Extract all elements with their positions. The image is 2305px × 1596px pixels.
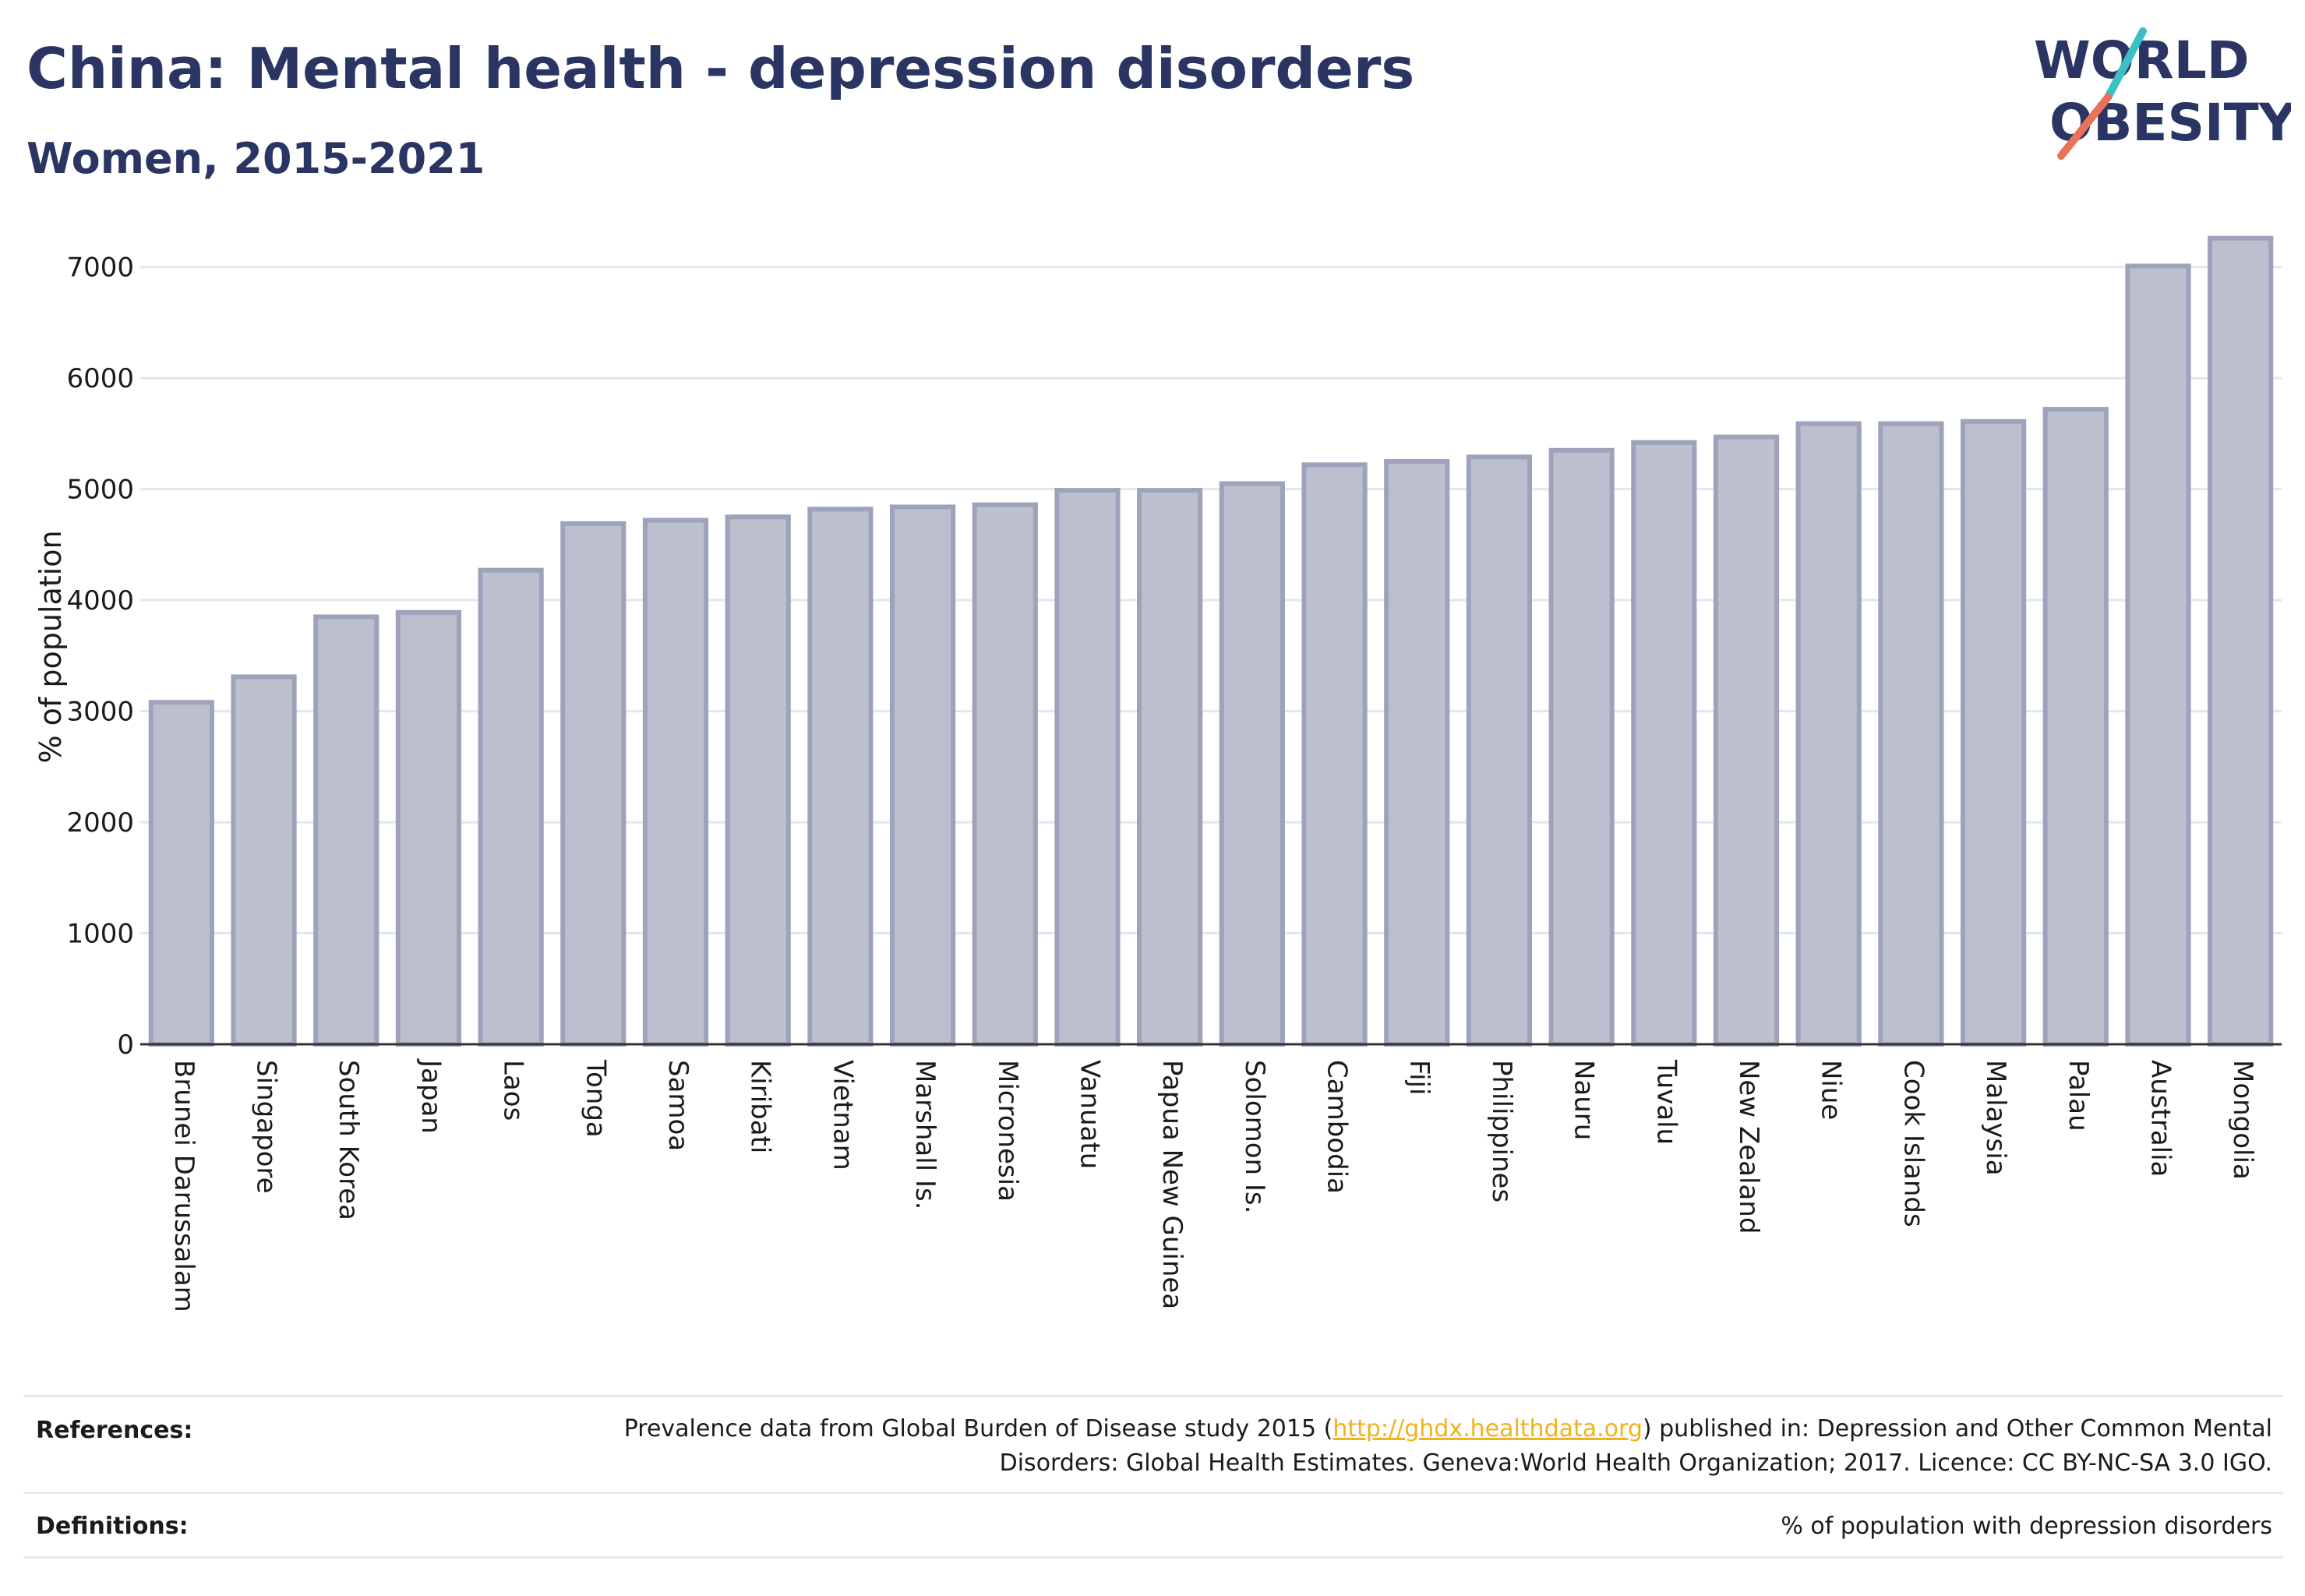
x-tick-label: Brunei Darussalam xyxy=(168,1060,199,1312)
bar[interactable] xyxy=(1960,418,2027,1047)
x-tick-label: New Zealand xyxy=(1733,1060,1764,1234)
bar[interactable] xyxy=(2125,263,2191,1047)
y-tick-label: 6000 xyxy=(66,363,134,394)
x-tick-label: Cambodia xyxy=(1322,1060,1353,1194)
x-tick-label: Niue xyxy=(1816,1060,1847,1120)
references-label: References: xyxy=(36,1417,193,1444)
bar[interactable] xyxy=(1054,488,1121,1047)
y-tick-label: 7000 xyxy=(66,252,134,284)
x-tick-label: Vanuatu xyxy=(1074,1060,1105,1169)
bar[interactable] xyxy=(1878,421,1944,1047)
y-tick-label: 0 xyxy=(117,1029,134,1061)
bar[interactable] xyxy=(1795,421,1862,1047)
grid-lines xyxy=(140,266,2282,935)
bar[interactable] xyxy=(1631,440,1697,1047)
bar[interactable] xyxy=(313,614,379,1047)
x-tick-label: Tuvalu xyxy=(1650,1059,1682,1145)
references-link[interactable]: http://ghdx.healthdata.org xyxy=(1333,1415,1643,1442)
x-tick-label: Singapore xyxy=(251,1060,282,1194)
x-tick-label: Fiji xyxy=(1403,1060,1435,1095)
bar[interactable] xyxy=(889,504,956,1047)
references-text-after: ) published in: Depression and Other Com… xyxy=(999,1415,2272,1477)
x-tick-label: Vietnam xyxy=(827,1060,858,1171)
bar[interactable] xyxy=(1713,434,1780,1047)
x-tick-label: Kiribati xyxy=(745,1060,776,1153)
bar[interactable] xyxy=(1466,454,1533,1047)
bar[interactable] xyxy=(1384,459,1450,1047)
x-tick-label: Laos xyxy=(498,1060,529,1121)
bar[interactable] xyxy=(642,517,709,1047)
y-axis-ticks: 0 1000 2000 3000 4000 5000 6000 7000 xyxy=(66,252,134,1061)
chart-subtitle: Women, 2015-2021 xyxy=(26,134,485,183)
footer-divider-top xyxy=(23,1395,2283,1397)
bar[interactable] xyxy=(725,514,791,1047)
definitions-text: % of population with depression disorder… xyxy=(1781,1513,2272,1540)
bar[interactable] xyxy=(395,609,462,1047)
bar[interactable] xyxy=(478,567,544,1047)
x-tick-label: Marshall Is. xyxy=(909,1060,941,1210)
x-tick-label: Cook Islands xyxy=(1897,1060,1929,1227)
x-tick-label: Papua New Guinea xyxy=(1156,1060,1188,1309)
x-tick-label: Tonga xyxy=(580,1059,611,1138)
bar[interactable] xyxy=(560,521,627,1047)
bars xyxy=(148,235,2274,1047)
y-tick-label: 1000 xyxy=(66,919,134,950)
bar[interactable] xyxy=(2042,407,2109,1047)
x-tick-label: Philippines xyxy=(1486,1060,1517,1202)
x-tick-label: South Korea xyxy=(333,1060,364,1220)
y-tick-label: 3000 xyxy=(66,697,134,728)
x-tick-label: Solomon Is. xyxy=(1239,1060,1270,1213)
bar[interactable] xyxy=(2208,235,2274,1047)
logo-slash-top xyxy=(2104,27,2147,101)
x-tick-label: Japan xyxy=(415,1058,447,1134)
x-tick-label: Samoa xyxy=(662,1060,694,1151)
chart-title: China: Mental health - depression disord… xyxy=(26,36,1415,101)
logo-slash-bottom xyxy=(2057,94,2112,160)
bar[interactable] xyxy=(148,700,214,1047)
bar[interactable] xyxy=(231,674,297,1047)
x-tick-label: Nauru xyxy=(1569,1060,1600,1140)
x-tick-label: Micronesia xyxy=(992,1060,1023,1202)
y-axis-label: % of population xyxy=(34,530,68,763)
bar-chart: 0 1000 2000 3000 4000 5000 6000 7000 Brunei Dar… xyxy=(34,235,2282,1312)
footer-divider-middle xyxy=(23,1492,2283,1494)
x-tick-label: Palau xyxy=(2063,1060,2094,1132)
x-tick-label: Malaysia xyxy=(1980,1060,2011,1176)
bar[interactable] xyxy=(1301,462,1368,1047)
bar[interactable] xyxy=(1219,481,1285,1047)
bar[interactable] xyxy=(1137,488,1203,1047)
references-text: Prevalence data from Global Burden of Di… xyxy=(558,1412,2272,1481)
references-text-before: Prevalence data from Global Burden of Di… xyxy=(623,1415,1333,1442)
footer-divider-bottom xyxy=(23,1556,2283,1559)
world-obesity-logo: WORLD OBESITY xyxy=(2034,27,2291,160)
bar[interactable] xyxy=(1548,447,1615,1047)
x-axis-tick-labels: Brunei Darussalam Singapore South Korea Jap… xyxy=(168,1058,2258,1312)
y-tick-label: 4000 xyxy=(66,585,134,616)
y-tick-label: 5000 xyxy=(66,475,134,506)
definitions-label: Definitions: xyxy=(36,1513,189,1540)
bar[interactable] xyxy=(972,502,1038,1047)
y-tick-label: 2000 xyxy=(66,807,134,839)
x-tick-label: Mongolia xyxy=(2227,1060,2258,1180)
x-tick-label: Australia xyxy=(2144,1060,2176,1177)
bar[interactable] xyxy=(807,507,874,1047)
